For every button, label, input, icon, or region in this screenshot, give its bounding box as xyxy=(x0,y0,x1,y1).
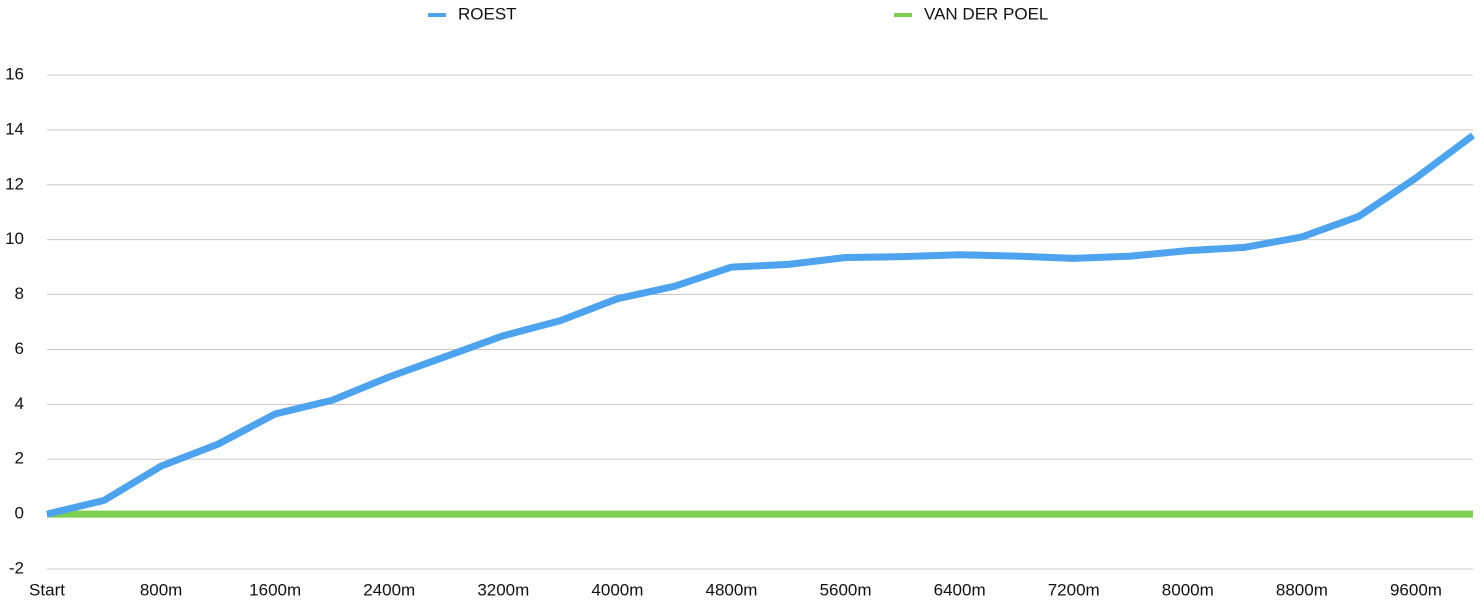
legend-label: VAN DER POEL xyxy=(924,4,1048,23)
x-tick-label: 4000m xyxy=(591,580,643,599)
y-tick-label: 2 xyxy=(15,449,24,468)
y-tick-label: 8 xyxy=(15,284,24,303)
x-tick-label: 1600m xyxy=(249,580,301,599)
x-tick-label: 6400m xyxy=(934,580,986,599)
x-tick-label: 9600m xyxy=(1390,580,1442,599)
x-tick-label: 5600m xyxy=(820,580,872,599)
y-tick-label: 12 xyxy=(5,174,24,193)
x-tick-label: 8800m xyxy=(1276,580,1328,599)
y-tick-label: 0 xyxy=(15,504,24,523)
y-tick-label: 6 xyxy=(15,339,24,358)
y-tick-label: 10 xyxy=(5,229,24,248)
y-tick-label: 14 xyxy=(5,119,24,138)
x-tick-label: Start xyxy=(29,580,65,599)
x-tick-label: 2400m xyxy=(363,580,415,599)
line-series xyxy=(46,132,1476,518)
x-tick-label: 8000m xyxy=(1162,580,1214,599)
x-tick-label: 800m xyxy=(140,580,183,599)
y-tick-label: 16 xyxy=(5,64,24,83)
y-tick-label: 4 xyxy=(15,394,24,413)
x-tick-label: 4800m xyxy=(705,580,757,599)
x-tick-label: 7200m xyxy=(1048,580,1100,599)
legend-label: ROEST xyxy=(458,4,517,23)
y-tick-label: -2 xyxy=(9,558,24,577)
x-tick-label: 3200m xyxy=(477,580,529,599)
